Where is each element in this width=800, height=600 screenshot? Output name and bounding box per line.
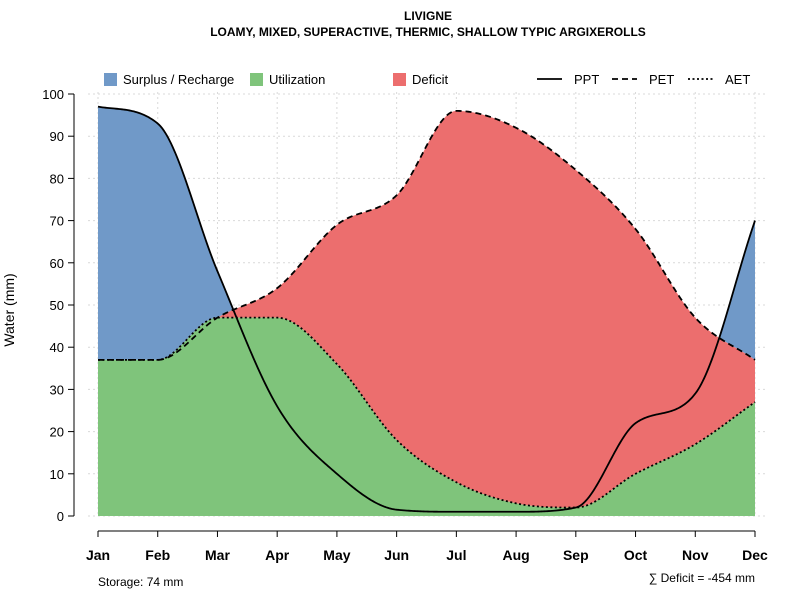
legend: Surplus / Recharge Utilization Deficit PPT P… [104, 72, 750, 87]
x-tick-label-sep: Sep [563, 547, 589, 563]
ppt-line [97, 105, 756, 513]
x-tick-label-oct: Oct [624, 547, 648, 563]
storage-note: Storage: 74 mm [98, 575, 183, 589]
x-tick-label-apr: Apr [265, 547, 290, 563]
y-tick-label: 10 [50, 467, 64, 482]
chart-title: LIVIGNE [404, 9, 452, 23]
y-tick-label: 0 [57, 509, 64, 524]
y-tick-label: 70 [50, 214, 64, 229]
legend-swatch-surplus-recharge [104, 73, 117, 86]
pet-line [98, 109, 756, 361]
x-tick-label-jul: Jul [446, 547, 466, 563]
y-tick-label: 30 [50, 382, 64, 397]
axes: 0 10 20 30 40 50 60 70 80 90 100 Jan Feb Mar Apr May Jun… [42, 87, 768, 563]
legend-swatch-deficit [393, 73, 406, 86]
legend-label-pet: PET [649, 72, 674, 87]
x-tick-label-mar: Mar [205, 547, 230, 563]
legend-label-ppt: PPT [574, 72, 599, 87]
deficit-area [98, 110, 755, 508]
y-tick-label: 40 [50, 340, 64, 355]
legend-label-aet: AET [725, 72, 750, 87]
x-tick-label-aug: Aug [502, 547, 529, 563]
x-tick-label-feb: Feb [145, 547, 170, 563]
y-tick-label: 50 [50, 298, 64, 313]
utilization-area [98, 317, 755, 516]
y-tick-label: 60 [50, 256, 64, 271]
x-tick-label-may: May [323, 547, 350, 563]
chart-subtitle: LOAMY, MIXED, SUPERACTIVE, THERMIC, SHAL… [210, 25, 646, 39]
y-tick-label: 20 [50, 425, 64, 440]
legend-label-utilization: Utilization [269, 72, 325, 87]
legend-swatch-utilization [250, 73, 263, 86]
x-tick-label-nov: Nov [682, 547, 709, 563]
x-tick-label-jan: Jan [86, 547, 110, 563]
y-tick-label: 100 [42, 87, 64, 102]
legend-label-deficit: Deficit [412, 72, 449, 87]
y-tick-label: 90 [50, 129, 64, 144]
x-tick-label-dec: Dec [742, 547, 768, 563]
legend-label-surplus-recharge: Surplus / Recharge [123, 72, 234, 87]
y-tick-label: 80 [50, 171, 64, 186]
x-tick-label-jun: Jun [384, 547, 409, 563]
deficit-note: ∑ Deficit = -454 mm [649, 571, 755, 585]
y-axis-label: Water (mm) [1, 273, 17, 346]
